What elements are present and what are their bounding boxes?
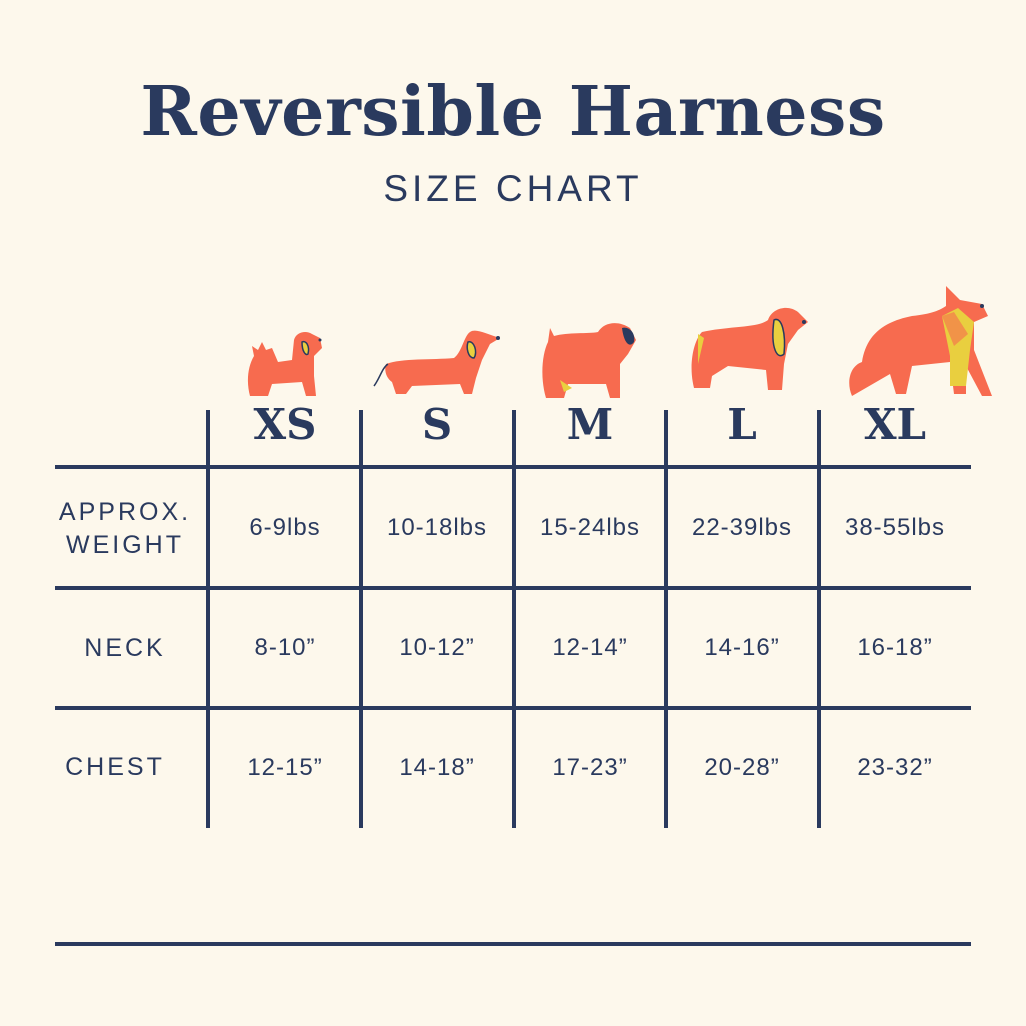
- row-label-neck: NECK: [84, 634, 166, 662]
- spaniel-icon: [691, 307, 808, 390]
- table-cell: 16-18”: [857, 634, 933, 661]
- size-header-xs: XS: [253, 400, 317, 449]
- table-cell: 14-18”: [399, 754, 475, 781]
- page-title: Reversible Harness: [140, 72, 886, 152]
- grid-divider: [817, 410, 821, 828]
- table-cell: 10-12”: [399, 634, 475, 661]
- dachshund-icon: [373, 330, 500, 394]
- table-cell: 38-55lbs: [844, 514, 946, 541]
- grid-divider: [359, 410, 363, 828]
- table-cell: 12-14”: [552, 634, 628, 661]
- table-cell: 22-39lbs: [691, 514, 793, 541]
- table-cell: 14-16”: [704, 634, 780, 661]
- table-cell: 12-15”: [247, 754, 323, 781]
- size-header-s: S: [421, 400, 453, 449]
- table-cell: 15-24lbs: [539, 514, 641, 541]
- grid-divider: [55, 586, 971, 590]
- size-header-xl: XL: [863, 400, 927, 449]
- table-cell: 6-9lbs: [249, 514, 321, 541]
- grid-divider: [664, 410, 668, 828]
- small-fluffy-dog-icon: [247, 332, 322, 396]
- row-label-line: APPROX.: [58, 498, 192, 526]
- row-label-line: WEIGHT: [66, 531, 184, 559]
- row-label-chest: CHEST: [65, 753, 165, 781]
- grid-divider: [55, 465, 971, 469]
- grid-divider: [206, 410, 210, 828]
- grid-divider: [55, 706, 971, 710]
- size-header-l: L: [727, 400, 757, 449]
- table-cell: 20-28”: [704, 754, 780, 781]
- row-label-weight: APPROX. WEIGHT: [40, 496, 210, 562]
- grid-divider: [512, 410, 516, 828]
- bottom-divider: [55, 942, 971, 946]
- table-cell: 8-10”: [254, 634, 316, 661]
- size-header-m: M: [566, 400, 614, 449]
- pug-icon: [542, 323, 636, 398]
- page-subtitle: SIZE CHART: [383, 168, 643, 209]
- table-cell: 10-18lbs: [386, 514, 488, 541]
- table-cell: 17-23”: [552, 754, 628, 781]
- collie-icon: [849, 286, 992, 396]
- table-cell: 23-32”: [857, 754, 933, 781]
